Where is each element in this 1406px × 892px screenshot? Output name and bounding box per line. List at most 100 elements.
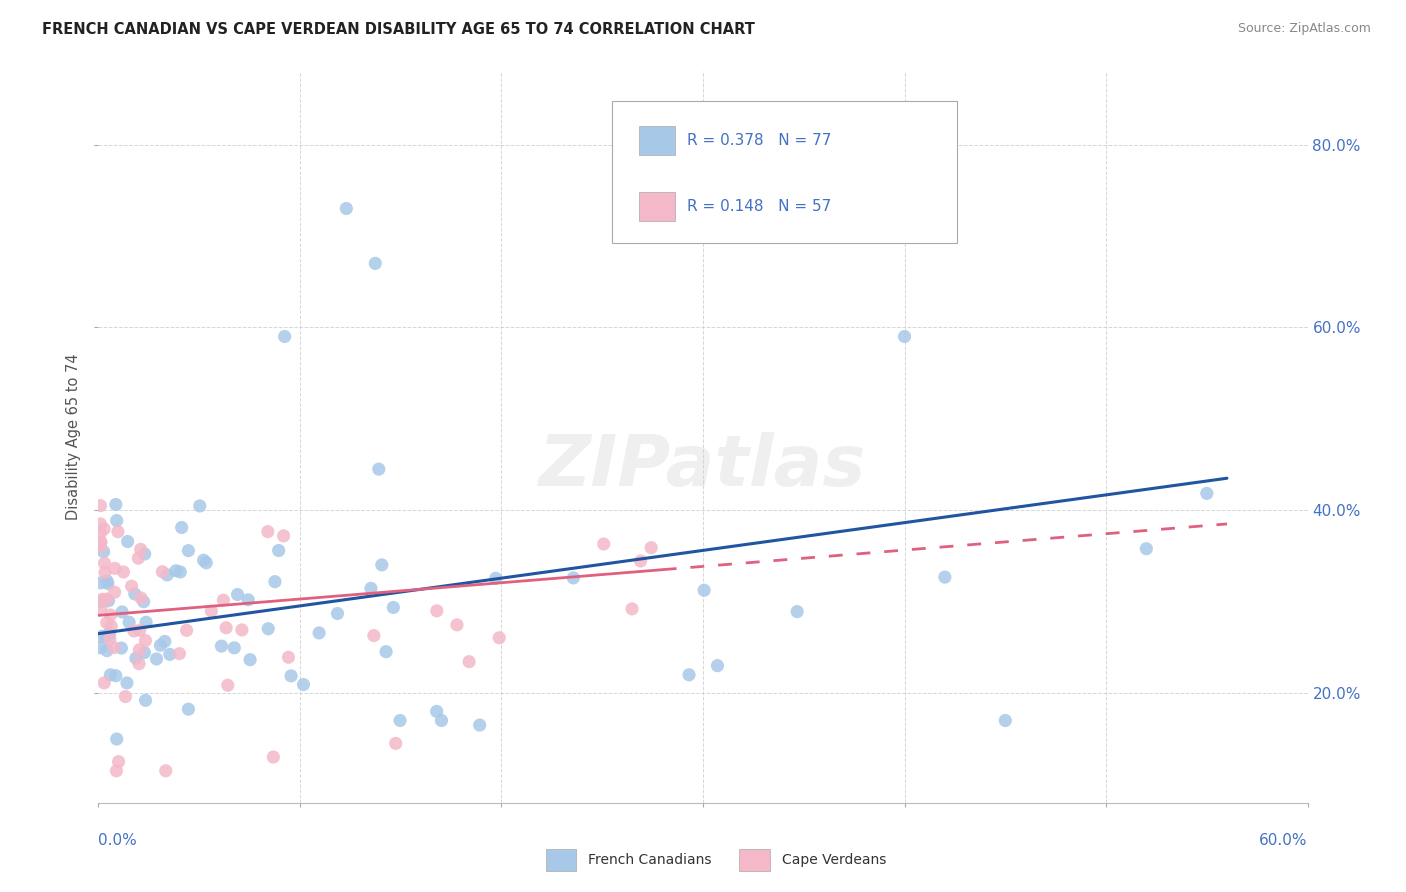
Point	[98, 632, 121, 647]
Point	[128, 642, 150, 657]
Y-axis label: Disability Age 65 to 74: Disability Age 65 to 74	[66, 354, 82, 520]
Point	[132, 595, 155, 609]
Point	[100, 668, 122, 682]
Point	[177, 702, 200, 716]
Point	[371, 558, 394, 572]
Text: R = 0.378   N = 77: R = 0.378 N = 77	[688, 133, 832, 148]
Text: ZIPatlas: ZIPatlas	[540, 432, 866, 500]
Point	[103, 640, 125, 655]
Point	[485, 571, 508, 585]
Point	[155, 764, 177, 778]
Point	[430, 714, 453, 728]
Point	[129, 542, 152, 557]
Point	[97, 576, 120, 591]
Point	[90, 600, 112, 615]
Point	[211, 639, 233, 653]
Point	[678, 667, 700, 681]
Text: FRENCH CANADIAN VS CAPE VERDEAN DISABILITY AGE 65 TO 74 CORRELATION CHART: FRENCH CANADIAN VS CAPE VERDEAN DISABILI…	[42, 22, 755, 37]
Text: 0.0%: 0.0%	[98, 833, 138, 848]
Bar	[546, 849, 576, 871]
Point	[118, 615, 141, 630]
Point	[149, 638, 172, 652]
Point	[90, 535, 112, 549]
Point	[169, 647, 191, 661]
Point	[117, 534, 139, 549]
Point	[134, 633, 156, 648]
Point	[91, 592, 114, 607]
Point	[195, 556, 218, 570]
Point	[468, 718, 491, 732]
Point	[104, 561, 127, 575]
Point	[100, 608, 122, 623]
Point	[1135, 541, 1157, 556]
Point	[128, 624, 150, 638]
Point	[104, 668, 127, 682]
Point	[93, 544, 115, 558]
Point	[1195, 486, 1218, 500]
Point	[127, 551, 149, 566]
Point	[121, 579, 143, 593]
Point	[134, 646, 156, 660]
Point	[97, 593, 120, 607]
Point	[93, 556, 115, 570]
Point	[89, 526, 111, 541]
Point	[934, 570, 956, 584]
Point	[458, 655, 481, 669]
Point	[893, 329, 915, 343]
Point	[159, 648, 181, 662]
Point	[96, 615, 118, 630]
Point	[367, 462, 389, 476]
Point	[335, 202, 357, 216]
Point	[384, 736, 406, 750]
Point	[693, 583, 716, 598]
Point	[145, 652, 167, 666]
Point	[226, 587, 249, 601]
Point	[273, 329, 295, 343]
Point	[128, 657, 150, 671]
Point	[176, 624, 198, 638]
Point	[364, 256, 387, 270]
Point	[100, 619, 122, 633]
Point	[262, 750, 284, 764]
Point	[124, 587, 146, 601]
Point	[104, 498, 127, 512]
Point	[93, 676, 115, 690]
Point	[360, 582, 382, 596]
Point	[621, 602, 644, 616]
Point	[426, 604, 449, 618]
Point	[114, 690, 136, 704]
Point	[264, 574, 287, 589]
Point	[90, 535, 112, 549]
Point	[326, 607, 349, 621]
Point	[188, 499, 211, 513]
Point	[94, 566, 117, 580]
Point	[110, 641, 132, 656]
FancyBboxPatch shape	[613, 101, 957, 244]
Point	[105, 764, 128, 778]
Point	[125, 651, 148, 665]
Point	[96, 591, 118, 606]
Point	[382, 600, 405, 615]
Point	[389, 714, 412, 728]
Point	[215, 621, 238, 635]
Point	[89, 499, 111, 513]
Point	[169, 565, 191, 579]
Bar	[638, 126, 675, 155]
Text: 60.0%: 60.0%	[1260, 833, 1308, 848]
Point	[231, 623, 253, 637]
Point	[107, 755, 129, 769]
Point	[111, 605, 134, 619]
Text: R = 0.148   N = 57: R = 0.148 N = 57	[688, 199, 831, 214]
Point	[217, 678, 239, 692]
Bar	[740, 849, 769, 871]
Point	[129, 591, 152, 605]
Point	[224, 640, 246, 655]
Point	[98, 626, 121, 640]
Bar	[638, 192, 675, 221]
Point	[135, 615, 157, 630]
Point	[96, 574, 118, 588]
Point	[170, 520, 193, 534]
Point	[165, 564, 187, 578]
Point	[90, 629, 112, 643]
Point	[107, 524, 129, 539]
